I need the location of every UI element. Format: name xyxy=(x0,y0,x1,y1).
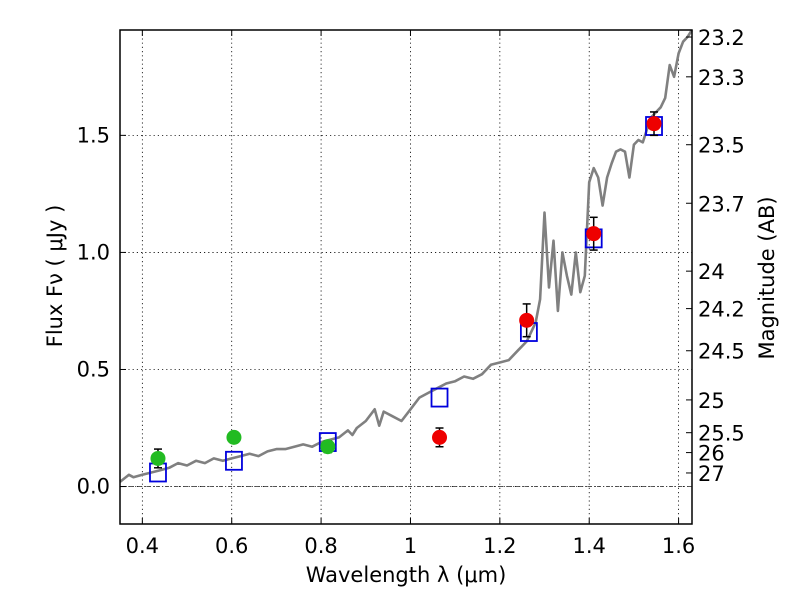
detection-point xyxy=(519,312,535,328)
x-tick-label: 0.4 xyxy=(126,534,159,558)
x-axis-title: Wavelength λ (μm) xyxy=(306,563,507,587)
grid-lines xyxy=(120,30,692,524)
detection-point xyxy=(150,450,166,466)
magnitude-tick-label: 23.5 xyxy=(698,134,745,158)
magnitude-tick-label: 26 xyxy=(698,442,725,466)
detection-point xyxy=(226,429,242,445)
spectrum-layer xyxy=(119,29,694,483)
x-tick-label: 0.8 xyxy=(304,534,337,558)
magnitude-tick-label: 25.5 xyxy=(698,422,745,446)
detection-point xyxy=(646,116,662,132)
magnitude-tick-label: 24 xyxy=(698,260,725,284)
model-photometry-square xyxy=(430,387,449,408)
plot-frame xyxy=(119,29,693,525)
y-tick-label: 0.0 xyxy=(77,475,110,499)
magnitude-tick-label: 24.2 xyxy=(698,298,745,322)
y-tick-label: 0.5 xyxy=(77,357,110,381)
x-tick-label: 1.2 xyxy=(483,534,516,558)
x-tick-label: 0.6 xyxy=(215,534,248,558)
detection-point xyxy=(320,439,336,455)
magnitude-tick-label: 27 xyxy=(698,462,725,486)
y-tick-label: 1.5 xyxy=(77,123,110,147)
ticks-layer: 0.4 0.6 0.8 1 1.2 1.4 1.6 0.0 0.5 1.0 1.5 23.2 23.3 2… xyxy=(77,26,745,558)
magnitude-tick-label: 23.3 xyxy=(698,66,745,90)
x-tick-label: 1 xyxy=(404,534,417,558)
x-tick-label: 1.4 xyxy=(573,534,606,558)
magnitude-tick-label: 25 xyxy=(698,389,725,413)
magnitude-tick-label: 23.2 xyxy=(698,26,745,50)
magnitude-tick-label: 24.5 xyxy=(698,340,745,364)
model-photometry-square xyxy=(225,450,243,471)
spectrum-line xyxy=(119,29,694,483)
markers-layer xyxy=(149,111,663,483)
detection-point xyxy=(432,429,448,445)
detection-point xyxy=(586,226,602,242)
right-axis-title: Magnitude (AB) xyxy=(755,196,779,359)
x-tick-label: 1.6 xyxy=(662,534,695,558)
magnitude-tick-label: 23.7 xyxy=(698,192,745,216)
y-axis-title: Flux Fν ( μJy ) xyxy=(43,205,67,348)
y-tick-label: 1.0 xyxy=(77,240,110,264)
